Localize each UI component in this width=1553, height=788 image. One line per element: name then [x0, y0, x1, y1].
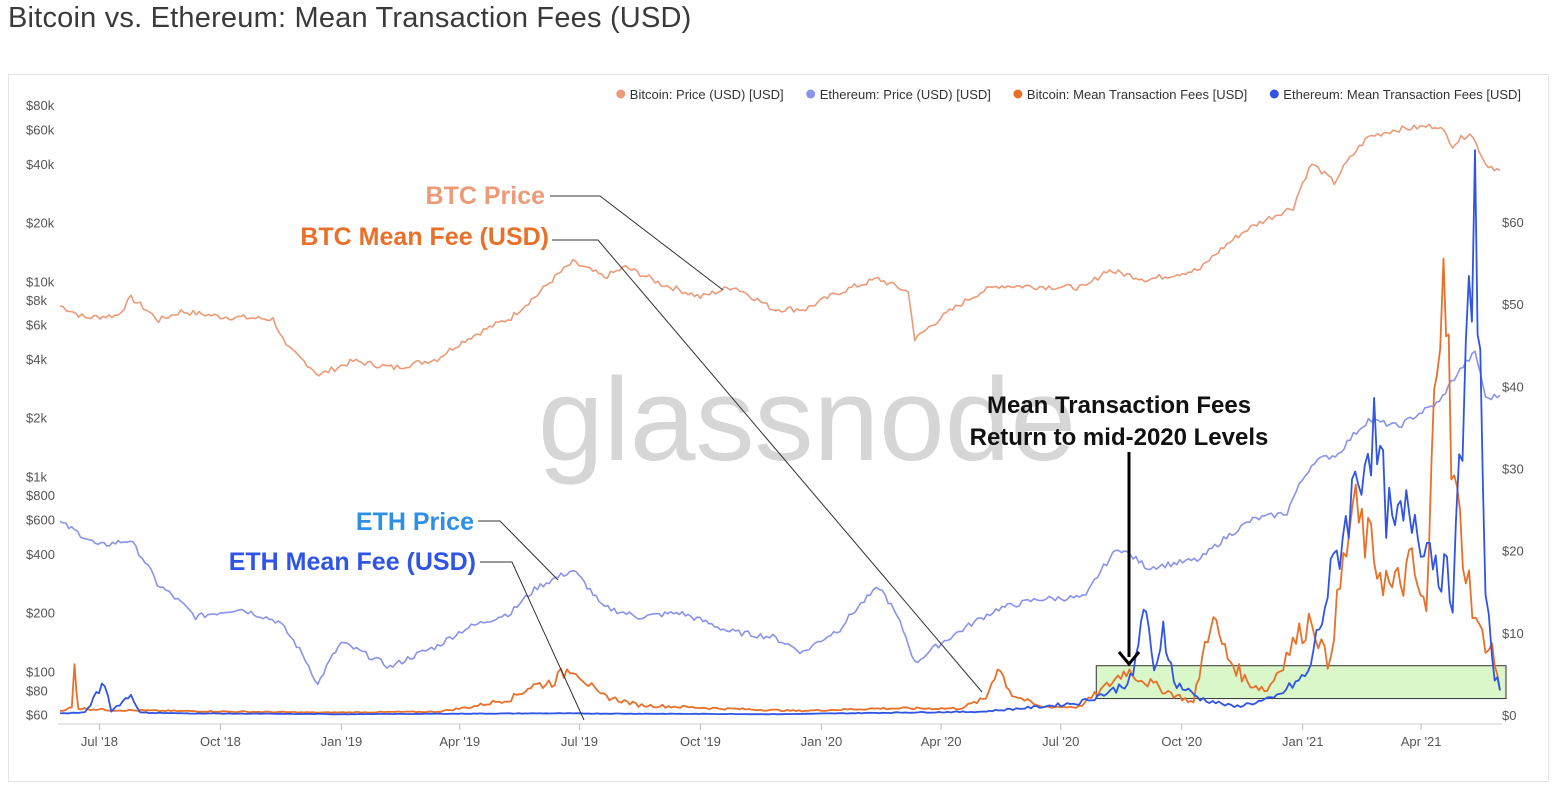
legend-item-eth_price[interactable]: Ethereum: Price (USD) [USD] [806, 87, 991, 102]
left-axis-tick: $10k [26, 274, 55, 289]
left-axis-tick: $2k [26, 411, 47, 426]
right-axis-tick: $20 [1502, 544, 1524, 559]
x-axis-tick: Apr '21 [1401, 734, 1442, 749]
series-btc_price [59, 123, 1501, 377]
legend-item-btc_fee[interactable]: Bitcoin: Mean Transaction Fees [USD] [1013, 87, 1247, 102]
annotation-btc-price-label: BTC Price [426, 182, 546, 210]
x-axis-tick: Jul '19 [561, 734, 598, 749]
left-axis-tick: $400 [26, 547, 55, 562]
annotation-btc-fee-label: BTC Mean Fee (USD) [300, 223, 549, 251]
legend[interactable]: Bitcoin: Price (USD) [USD] Ethereum: Pric… [616, 87, 1521, 102]
series-line-eth_price [59, 350, 1501, 686]
watermark: glassnode [538, 354, 1076, 486]
series-line-btc_fee [60, 257, 1501, 714]
left-axis-tick: $100 [26, 664, 55, 679]
x-axis-tick: Jul '18 [81, 734, 118, 749]
series-layer [59, 123, 1501, 716]
legend-marker [1013, 89, 1023, 99]
annotation-btc-price-leader [550, 195, 724, 291]
annotation-note-line2: Return to mid-2020 Levels [970, 424, 1269, 451]
x-axis-tick: Jan '20 [801, 734, 843, 749]
legend-label: Bitcoin: Mean Transaction Fees [USD] [1027, 87, 1247, 102]
left-axis-tick: $20k [26, 216, 55, 231]
legend-marker [616, 89, 626, 99]
annotation-eth-fee-leader [480, 561, 585, 721]
left-axis-tick: $60 [26, 708, 48, 723]
right-axis-tick: $50 [1502, 297, 1524, 312]
left-axis-tick: $1k [26, 469, 47, 484]
annotation-eth-fee: ETH Mean Fee (USD) [229, 548, 585, 721]
annotation-eth-price-label: ETH Price [356, 508, 474, 536]
legend-item-eth_fee[interactable]: Ethereum: Mean Transaction Fees [USD] [1269, 87, 1521, 102]
left-axis-tick: $6k [26, 318, 47, 333]
x-axis-tick: Jul '20 [1042, 734, 1079, 749]
x-axis-tick: Jan '21 [1282, 734, 1324, 749]
annotation-note-arrow-head [1117, 651, 1141, 667]
left-axis-tick: $80k [26, 98, 55, 113]
right-axis-tick: $10 [1502, 626, 1524, 641]
left-axis-tick: $80 [26, 683, 48, 698]
series-eth_price [59, 350, 1501, 686]
right-axis-tick: $40 [1502, 379, 1524, 394]
annotation-eth-fee-label: ETH Mean Fee (USD) [229, 548, 476, 576]
left-axis-tick: $40k [26, 157, 55, 172]
axes-layer: $80k $60k $40k $20k $10k $8k $6k $4k $2k $1k $800 $… [26, 98, 1524, 749]
series-eth_fee [59, 149, 1501, 716]
legend-label: Ethereum: Mean Transaction Fees [USD] [1283, 87, 1521, 102]
x-axis-tick: Apr '19 [439, 734, 480, 749]
annotation-eth-price: ETH Price [356, 508, 559, 581]
legend-label: Bitcoin: Price (USD) [USD] [630, 87, 784, 102]
annotation-note-line1: Mean Transaction Fees [987, 392, 1251, 419]
highlight-band [1095, 665, 1507, 700]
annotation-eth-price-leader [478, 520, 559, 581]
annotation-btc-fee: BTC Mean Fee (USD) [300, 223, 983, 693]
series-line-eth_fee [59, 149, 1501, 716]
x-axis-tick: Jan '19 [321, 734, 363, 749]
left-axis-tick: $4k [26, 352, 47, 367]
chart-frame [8, 74, 1549, 782]
legend-marker [806, 89, 816, 99]
x-axis-tick: Oct '19 [680, 734, 721, 749]
series-line-btc_price [59, 123, 1501, 377]
left-axis-tick: $8k [26, 293, 47, 308]
x-axis-tick: Oct '20 [1161, 734, 1202, 749]
x-axis-tick: Oct '18 [200, 734, 241, 749]
legend-marker [1269, 89, 1279, 99]
left-axis-tick: $200 [26, 606, 55, 621]
left-axis-tick: $800 [26, 488, 55, 503]
page-title: Bitcoin vs. Ethereum: Mean Transaction F… [8, 2, 692, 34]
right-axis-tick: $60 [1502, 215, 1524, 230]
right-axis-tick: $0 [1502, 708, 1516, 723]
annotation-btc-fee-leader [552, 239, 983, 693]
series-btc_fee [60, 257, 1501, 714]
annotation-note: Mean Transaction Fees Return to mid-2020… [970, 392, 1269, 667]
x-axis-tick: Apr '20 [921, 734, 962, 749]
left-axis-tick: $600 [26, 513, 55, 528]
annotation-btc-price: BTC Price [426, 182, 724, 291]
legend-label: Ethereum: Price (USD) [USD] [820, 87, 991, 102]
left-axis-tick: $60k [26, 123, 55, 138]
right-axis-tick: $30 [1502, 462, 1524, 477]
legend-item-btc_price[interactable]: Bitcoin: Price (USD) [USD] [616, 87, 784, 102]
